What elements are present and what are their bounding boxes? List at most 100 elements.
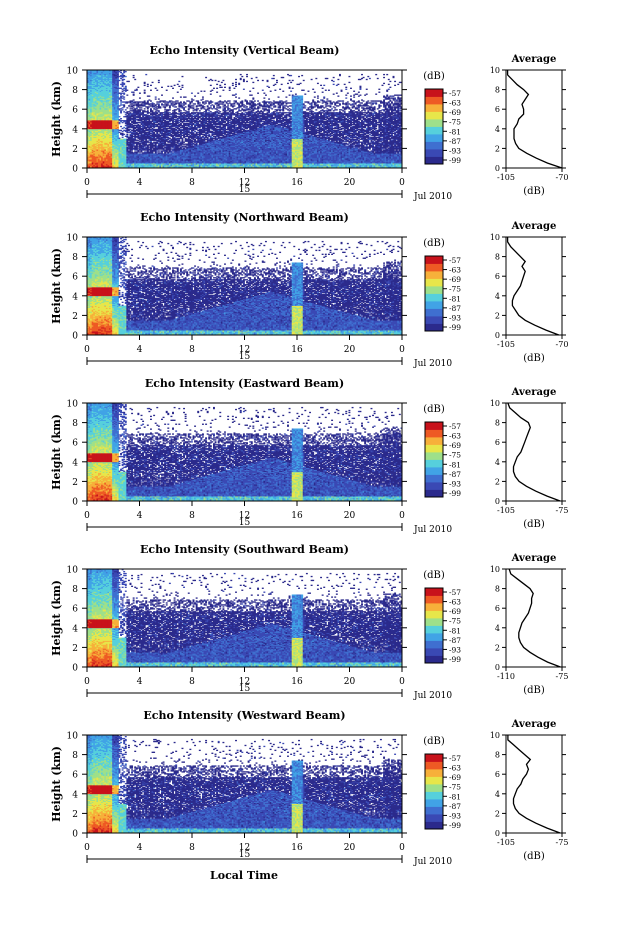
y-tick-label: 8 (72, 751, 78, 761)
average-x-tick-label: -75 (556, 672, 569, 681)
colorbar-tick-label: -87 (449, 470, 461, 479)
colorbar-tick-label: -75 (449, 617, 461, 626)
x-tick-label: 20 (344, 178, 356, 188)
x-tick-label: 0 (84, 677, 90, 687)
colorbar-tick-label: -81 (449, 792, 461, 801)
x-tick-label: 0 (84, 511, 90, 521)
average-title: Average (511, 553, 557, 564)
average-x-unit: (dB) (523, 519, 545, 530)
colorbar-tick-label: -93 (449, 146, 461, 155)
panel-title: Echo Intensity (Westward Beam) (143, 709, 345, 722)
average-profile-line (509, 569, 560, 667)
y-axis-label: Height (km) (50, 248, 63, 324)
y-tick-label: 2 (72, 145, 78, 155)
y-axis-label: Height (km) (50, 746, 63, 822)
x-tick-label: 4 (137, 843, 143, 853)
x-tick-label: 16 (291, 511, 303, 521)
average-y-tick-label: 2 (495, 643, 500, 652)
colorbar-tick-label: -69 (449, 441, 461, 450)
average-frame (506, 569, 562, 667)
date-month-year-label: Jul 2010 (413, 359, 452, 369)
average-title: Average (511, 387, 557, 398)
panel-3: Echo Intensity (Eastward Beam)Height (km… (50, 377, 568, 535)
colorbar-tick-label: -99 (449, 821, 461, 830)
average-x-tick-label: -70 (556, 173, 569, 182)
colorbar (425, 422, 443, 497)
average-x-tick-label: -105 (497, 506, 515, 515)
y-tick-label: 6 (72, 273, 78, 283)
x-tick-label: 16 (291, 843, 303, 853)
average-y-tick-label: 8 (495, 419, 500, 428)
colorbar-tick-label: -57 (449, 588, 461, 597)
y-tick-label: 6 (72, 605, 78, 615)
average-x-tick-label: -70 (556, 340, 569, 349)
y-tick-label: 8 (72, 419, 78, 429)
panel-title: Echo Intensity (Southward Beam) (140, 543, 349, 556)
average-frame (506, 237, 562, 335)
average-y-tick-label: 8 (495, 585, 500, 594)
average-y-tick-label: 8 (495, 86, 500, 95)
y-tick-label: 6 (72, 106, 78, 116)
average-profile-line (508, 237, 559, 335)
x-tick-label: 0 (399, 345, 405, 355)
panel-5: Echo Intensity (Westward Beam) Height (km… (50, 709, 568, 867)
y-tick-label: 10 (67, 566, 79, 576)
y-tick-label: 0 (72, 830, 78, 840)
x-tick-label: 20 (344, 677, 356, 687)
colorbar-tick-label: -93 (449, 479, 461, 488)
colorbar-tick-label: -99 (449, 655, 461, 664)
x-tick-label: 4 (137, 677, 143, 687)
colorbar-tick-label: -69 (449, 108, 461, 117)
colorbar-tick-label: -63 (449, 598, 461, 607)
x-tick-label: 20 (344, 843, 356, 853)
average-title: Average (511, 54, 557, 65)
x-tick-label: 20 (344, 345, 356, 355)
x-tick-label: 16 (291, 345, 303, 355)
average-x-tick-label: -110 (497, 672, 515, 681)
heatmap-cells (87, 70, 402, 168)
colorbar-tick-label: -87 (449, 304, 461, 313)
average-y-tick-label: 0 (495, 164, 500, 173)
average-y-tick-label: 0 (495, 829, 500, 838)
y-tick-label: 10 (67, 234, 79, 244)
x-tick-label: 0 (84, 178, 90, 188)
date-day-label: 15 (239, 850, 251, 860)
panel-4: Echo Intensity (Southward Beam)Height (k… (50, 543, 568, 701)
x-tick-label: 0 (399, 178, 405, 188)
heatmap-cells (87, 403, 402, 501)
colorbar-tick-label: -99 (449, 489, 461, 498)
colorbar-tick-label: -75 (449, 783, 461, 792)
y-tick-label: 10 (67, 732, 79, 742)
average-y-tick-label: 6 (495, 438, 500, 447)
y-tick-label: 0 (72, 165, 78, 175)
colorbar-tick-label: -81 (449, 127, 461, 136)
average-profile-line (508, 735, 560, 833)
colorbar-tick-label: -63 (449, 764, 461, 773)
average-title: Average (511, 221, 557, 232)
date-day-label: 15 (239, 684, 251, 694)
y-tick-label: 10 (67, 400, 79, 410)
colorbar-tick-label: -57 (449, 754, 461, 763)
colorbar (425, 754, 443, 829)
date-month-year-label: Jul 2010 (413, 192, 452, 202)
date-month-year-label: Jul 2010 (413, 857, 452, 867)
colorbar-tick-label: -69 (449, 275, 461, 284)
colorbar-tick-label: -63 (449, 432, 461, 441)
average-y-tick-label: 4 (495, 624, 500, 633)
panel-title: Echo Intensity (Vertical Beam) (149, 44, 339, 57)
date-month-year-label: Jul 2010 (413, 525, 452, 535)
colorbar-unit: (dB) (423, 570, 445, 581)
colorbar-tick-label: -57 (449, 89, 461, 98)
x-tick-label: 0 (399, 511, 405, 521)
y-tick-label: 4 (72, 790, 78, 800)
colorbar-unit: (dB) (423, 736, 445, 747)
colorbar (425, 256, 443, 331)
y-tick-label: 0 (72, 664, 78, 674)
y-tick-label: 8 (72, 86, 78, 96)
x-tick-label: 16 (291, 677, 303, 687)
average-frame (506, 735, 562, 833)
average-y-tick-label: 2 (495, 311, 500, 320)
date-day-label: 15 (239, 518, 251, 528)
average-y-tick-label: 0 (495, 663, 500, 672)
colorbar-tick-label: -81 (449, 460, 461, 469)
